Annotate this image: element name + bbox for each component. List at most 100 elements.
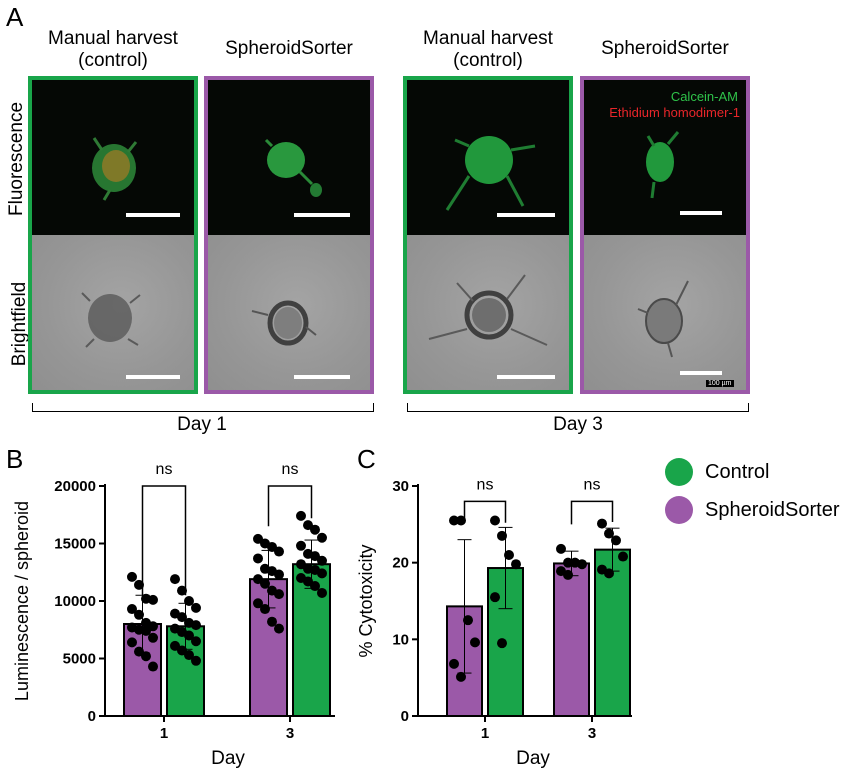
- data-point: [177, 585, 187, 596]
- data-point: [184, 630, 194, 641]
- bar-spheroidsorter-day3: [553, 562, 590, 717]
- significance-label: ns: [584, 476, 601, 493]
- column-title-manual-day1: Manual harvest (control): [48, 28, 178, 71]
- row-label-fluorescence: Fluorescence: [6, 101, 27, 216]
- brightfield-image: [32, 235, 194, 390]
- x-tick-label: 1: [481, 725, 489, 742]
- data-point: [296, 540, 306, 551]
- data-point: [449, 658, 459, 669]
- scale-bar: [680, 371, 722, 375]
- x-tick-label: 1: [160, 725, 168, 742]
- brightfield-image: [208, 235, 370, 390]
- data-point: [148, 632, 158, 643]
- data-point: [490, 592, 500, 603]
- bar-control-day3: [594, 548, 631, 717]
- data-point: [456, 671, 466, 682]
- data-point: [310, 581, 320, 592]
- scale-bar: [497, 213, 555, 217]
- data-point: [260, 604, 270, 615]
- image-frame-manual-day1: [28, 76, 198, 394]
- data-point: [148, 594, 158, 605]
- significance-bracket: [267, 485, 313, 527]
- legend-item-sorter: SpheroidSorter: [665, 493, 840, 527]
- column-title-sorter-day1: SpheroidSorter: [225, 38, 353, 59]
- data-point: [184, 650, 194, 661]
- ethidium-label: Ethidium homodimer-1: [609, 105, 740, 120]
- panel-a-label: A: [6, 2, 24, 32]
- panel-c-label: C: [357, 444, 376, 474]
- data-point: [184, 596, 194, 606]
- data-point: [127, 571, 137, 582]
- day3-label: Day 3: [553, 414, 603, 435]
- data-point: [177, 612, 187, 623]
- y-tick-label: 0: [88, 708, 96, 725]
- day1-bracket: [32, 403, 374, 412]
- data-point: [556, 543, 566, 554]
- data-point: [604, 528, 614, 539]
- y-tick-label: 20000: [54, 478, 96, 495]
- data-point: [563, 557, 573, 568]
- data-point: [141, 625, 151, 636]
- data-point: [604, 568, 614, 579]
- day1-label: Day 1: [177, 414, 227, 435]
- y-axis-label: % Cytotoxicity: [356, 544, 376, 657]
- data-point: [141, 651, 151, 662]
- y-axis-label: Luminescence / spheroid: [12, 501, 32, 701]
- calcein-label: Calcein-AM: [670, 89, 738, 104]
- data-point: [260, 578, 270, 589]
- data-point: [127, 604, 137, 615]
- luminescence-chart: 0 5000 10000 15000 20000 Luminescence / spher…: [12, 461, 335, 768]
- significance-bracket: [463, 500, 507, 523]
- x-tick-label: 3: [286, 725, 294, 742]
- legend: Control SpheroidSorter: [665, 455, 840, 527]
- data-point: [449, 515, 459, 526]
- scale-bar: [294, 375, 350, 379]
- data-point: [191, 602, 201, 613]
- data-point: [191, 655, 201, 666]
- legend-swatch-sorter: [665, 496, 693, 524]
- panel-b-label: B: [6, 444, 24, 474]
- data-point: [170, 574, 180, 585]
- data-point: [317, 587, 327, 598]
- fluorescence-image: [407, 80, 569, 235]
- data-point: [504, 550, 514, 560]
- data-point: [274, 623, 284, 634]
- scale-bar: [497, 375, 555, 379]
- significance-label: ns: [477, 476, 494, 493]
- data-point: [253, 553, 263, 564]
- data-point: [296, 510, 306, 521]
- data-point: [490, 515, 500, 526]
- data-point: [456, 515, 466, 526]
- data-point: [148, 661, 158, 672]
- scale-bar: [680, 211, 722, 215]
- y-tick-label: 20: [392, 555, 409, 572]
- data-point: [577, 559, 587, 570]
- x-axis-label: Day: [211, 748, 245, 768]
- data-point: [134, 609, 144, 620]
- scale-bar-label: 100 µm: [706, 380, 734, 387]
- legend-label-control: Control: [705, 460, 770, 483]
- data-point: [127, 637, 137, 648]
- data-point: [511, 559, 521, 570]
- data-point: [267, 616, 277, 627]
- image-frame-manual-day3: [403, 76, 573, 394]
- significance-bracket: [570, 500, 614, 525]
- y-tick-label: 5000: [63, 651, 96, 668]
- data-point: [274, 569, 284, 580]
- data-point: [563, 569, 573, 580]
- legend-label-sorter: SpheroidSorter: [705, 498, 840, 521]
- scale-bar: [126, 213, 180, 217]
- image-frame-sorter-day3: Calcein-AM Ethidium homodimer-1 100 µm: [580, 76, 750, 394]
- brightfield-image: [407, 235, 569, 390]
- data-point: [317, 532, 327, 543]
- column-title-sorter-day3: SpheroidSorter: [601, 38, 729, 59]
- legend-swatch-control: [665, 458, 693, 486]
- data-point: [274, 589, 284, 600]
- scale-bar: [126, 375, 180, 379]
- data-point: [253, 598, 263, 609]
- y-tick-label: 15000: [54, 536, 96, 553]
- cytotoxicity-chart: 0 10 20 30 % Cytotoxicity 1 ns 3 ns Day: [356, 476, 632, 768]
- x-axis-label: Day: [516, 748, 550, 768]
- data-point: [317, 555, 327, 566]
- data-point: [317, 568, 327, 579]
